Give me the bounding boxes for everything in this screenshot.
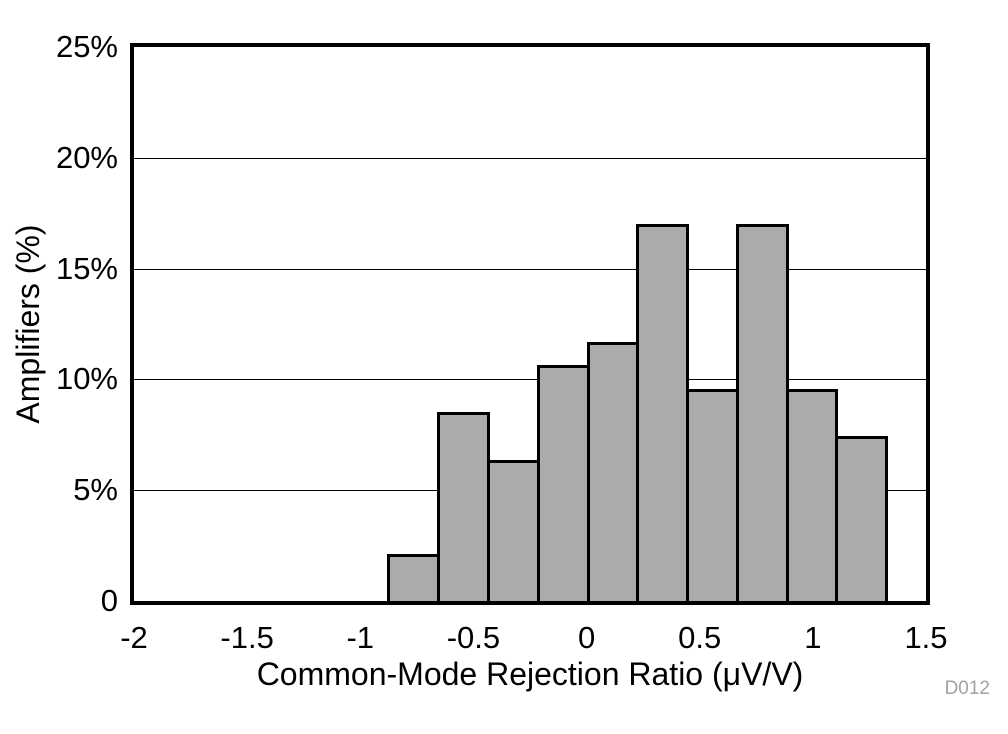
gridline-20pct [134,157,926,159]
histogram-bar [735,223,789,604]
y-tick-label: 10% [55,361,118,397]
histogram-bar [686,388,739,604]
x-tick-label: 1.5 [904,620,948,655]
y-tick-label: 5% [73,472,118,508]
x-tick-label: -1.5 [220,620,274,655]
histogram-bar [487,459,540,604]
histogram-bar [437,412,490,604]
histogram-bar [636,223,690,604]
x-tick-label: 0 [577,620,596,655]
y-tick-label: 15% [55,250,118,286]
figure-id-label: D012 [944,678,990,699]
x-tick-label: -0.5 [446,620,501,655]
x-tick-label: 0.5 [678,620,722,655]
histogram-bar [536,365,590,604]
x-tick-label: -2 [120,620,148,655]
histogram-bar [387,553,441,604]
histogram-bar [835,435,889,604]
y-tick-label: 25% [55,29,118,64]
y-axis-title: Amplifiers (%) [10,224,46,424]
y-tick-label: 0 [100,583,118,618]
x-tick-label: 1 [804,620,822,655]
gridline-15pct [134,268,926,270]
gridline-10pct [134,379,926,381]
histogram-bar [785,388,839,604]
x-tick-label: -1 [346,620,375,655]
x-axis-title: Common-Mode Rejection Ratio (μV/V) [256,656,804,692]
histogram-bar [586,341,640,604]
y-tick-label: 20% [55,139,118,175]
